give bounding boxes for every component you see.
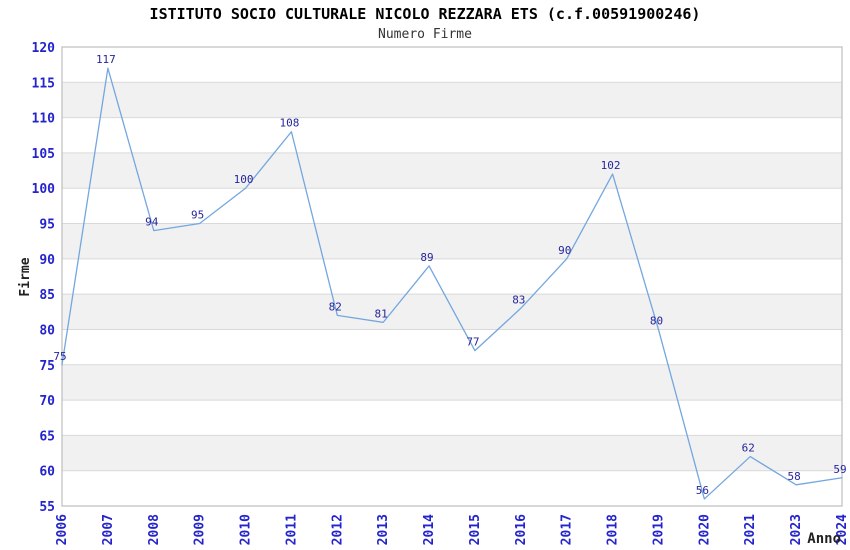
y-tick-label: 60 [39,465,55,480]
data-label: 59 [833,463,846,476]
grid-band [62,152,842,189]
data-label: 95 [191,209,204,222]
data-label: 77 [466,336,479,349]
y-tick-label: 120 [32,41,56,56]
grid-band [62,223,842,259]
x-tick-label: 2021 [743,514,758,545]
data-label: 94 [145,216,159,229]
x-tick-label: 2013 [376,514,391,545]
y-tick-label: 110 [32,112,56,127]
x-tick-label: 2009 [193,514,208,545]
x-tick-label: 2007 [101,514,116,545]
x-tick-label: 2014 [422,514,437,545]
x-tick-label: 2017 [560,514,575,545]
y-tick-label: 55 [39,500,55,515]
x-tick-label: 2015 [468,514,483,545]
y-tick-label: 85 [39,288,55,303]
x-tick-label: 2006 [55,514,70,545]
data-label: 100 [234,173,254,186]
data-label: 102 [601,159,621,172]
y-tick-label: 95 [39,218,55,233]
grid-band [62,364,842,401]
y-tick-label: 90 [39,253,55,268]
y-tick-label: 70 [39,394,55,409]
data-label: 117 [96,53,116,66]
x-tick-label: 2020 [697,514,712,545]
data-line [61,67,843,500]
y-tick-label: 80 [39,323,55,338]
y-tick-label: 75 [39,359,55,374]
x-tick-label: 2010 [239,514,254,545]
data-label: 82 [329,300,342,313]
data-label: 108 [279,117,299,130]
data-label: 90 [558,244,571,257]
grid-band [62,294,842,330]
data-label: 75 [53,350,66,363]
x-tick-label: 2019 [651,514,666,545]
x-tick-label: 2008 [147,514,162,545]
x-tick-label: 2024 [835,514,850,545]
y-axis-title: Firme [18,257,33,296]
x-tick-label: 2023 [789,514,804,545]
chart-title: ISTITUTO SOCIO CULTURALE NICOLO REZZARA … [149,5,701,23]
x-tick-label: 2011 [284,514,299,545]
y-tick-label: 105 [32,147,55,162]
x-tick-label: 2018 [606,514,621,545]
data-label: 80 [650,314,663,327]
y-tick-label: 65 [39,429,55,444]
data-label: 56 [696,484,709,497]
grid-band [62,435,842,471]
data-label: 83 [512,293,525,306]
data-label: 81 [375,307,388,320]
data-label: 62 [742,442,755,455]
x-tick-label: 2012 [330,514,345,545]
y-tick-label: 115 [32,76,55,91]
plot-border [61,46,843,507]
x-axis-title: Anno [807,531,841,547]
chart-subtitle: Numero Firme [378,27,472,42]
x-tick-label: 2016 [514,514,529,545]
grid-band [62,82,842,118]
y-tick-label: 100 [32,182,56,197]
data-label: 58 [787,470,800,483]
data-label: 89 [420,251,433,264]
